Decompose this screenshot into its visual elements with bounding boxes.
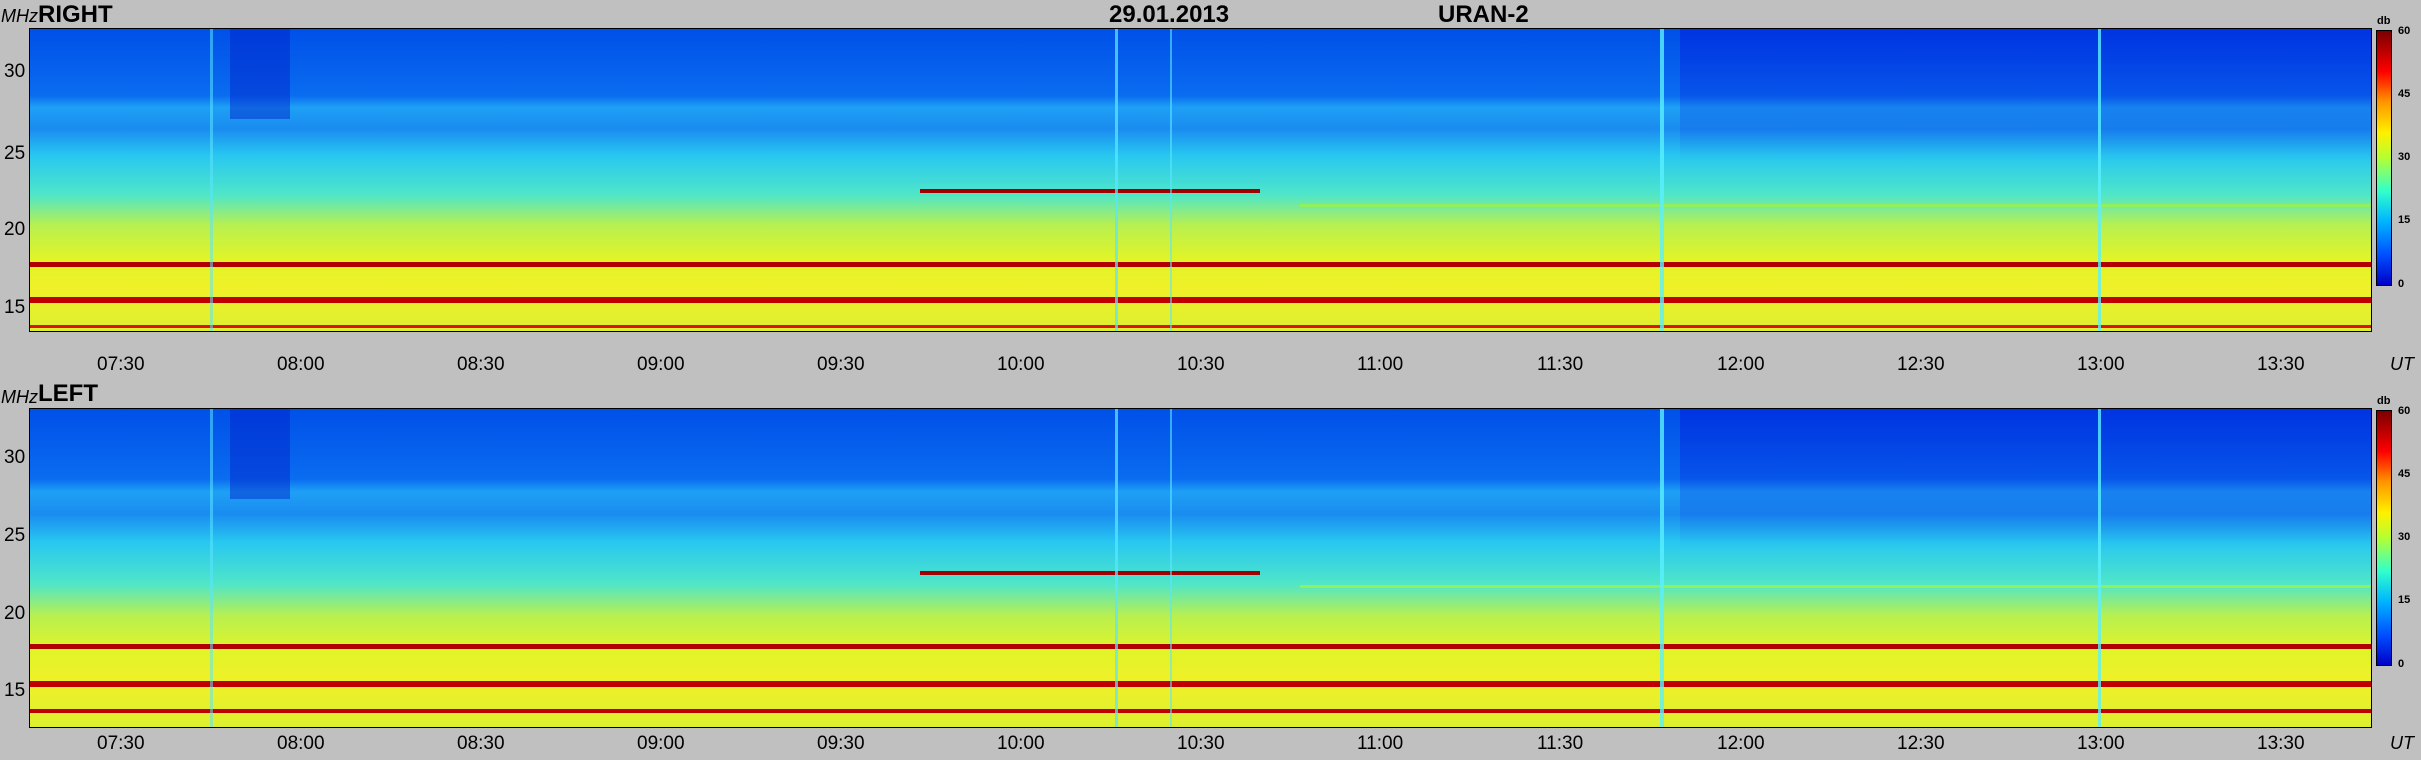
x-tick-right: 11:30 [1537,354,1584,375]
colorbar-tick-left: 60 [2398,405,2411,417]
x-tick-left: 09:30 [817,733,865,754]
y-tick-right: 30 [4,61,26,82]
y-tick-left: 30 [4,447,26,468]
burst-22-5mhz [920,571,1260,575]
vertical-burst [2098,409,2101,727]
x-tick-right: 11:00 [1357,354,1404,375]
x-tick-left: 12:00 [1717,733,1765,754]
interference-line-15-5mhz [30,297,2371,303]
colorbar-tick-right: 30 [2398,151,2411,163]
x-tick-left: 11:00 [1357,733,1404,754]
y-unit-right: MHz [1,6,38,26]
x-tick-left: 08:00 [277,733,325,754]
x-tick-left: 08:30 [457,733,505,754]
colorbar-tick-left: 15 [2398,594,2411,606]
y-tick-right: 25 [4,143,26,164]
x-tick-left: 09:00 [637,733,685,754]
colorbar-tick-right: 0 [2398,278,2405,290]
vertical-burst [1660,29,1664,331]
colorbar-tick-left: 0 [2398,658,2405,670]
x-tick-right: 12:00 [1717,354,1765,375]
cool-upper-right-region [1680,29,2371,164]
vertical-burst [1115,29,1118,331]
panel-label-left: LEFT [38,380,98,407]
vertical-burst [1170,409,1172,727]
y-tick-left: 25 [4,525,26,546]
x-tick-right: 12:30 [1897,354,1945,375]
x-tick-right: 10:30 [1177,354,1225,375]
x-tick-right: 08:30 [457,354,505,375]
x-tick-left: 13:30 [2257,733,2305,754]
x-tick-left: 07:30 [97,733,145,754]
colorbar-unit-right: db [2377,15,2391,27]
panel-label-right: RIGHT [38,1,113,28]
burst-22-5mhz [920,189,1260,193]
x-tick-left: 10:00 [997,733,1045,754]
x-tick-right: 07:30 [97,354,145,375]
colorbar-tick-right: 45 [2398,88,2411,100]
x-tick-right: 08:00 [277,354,325,375]
y-tick-left: 15 [4,680,26,701]
colorbar-tick-left: 30 [2398,531,2411,543]
vertical-burst [2098,29,2101,331]
interference-line-13-9mhz [30,325,2371,328]
colorbar-right [2376,30,2392,286]
x-unit-right: UT [2390,354,2414,374]
x-tick-left: 13:00 [2077,733,2125,754]
x-tick-right: 09:00 [637,354,685,375]
x-tick-right: 13:00 [2077,354,2125,375]
vertical-burst [1170,29,1172,331]
x-tick-right: 10:00 [997,354,1045,375]
spectrogram-left [29,408,2372,728]
spectrogram-right [29,28,2372,332]
interference-line-21-7mhz [1300,204,2371,207]
y-tick-right: 15 [4,297,26,318]
dark-column [230,409,290,499]
interference-line-15-5mhz [30,681,2371,687]
dark-column [230,29,290,119]
y-unit-left: MHz [1,387,38,407]
y-tick-right: 20 [4,219,26,240]
x-tick-right: 13:30 [2257,354,2305,375]
vertical-burst [210,409,213,727]
x-tick-left: 11:30 [1537,733,1584,754]
cool-upper-left-region [1680,409,2371,549]
colorbar-left [2376,410,2392,666]
chart-instrument: URAN-2 [1438,1,1529,28]
interference-line-17-8mhz [30,262,2371,267]
x-tick-left: 10:30 [1177,733,1225,754]
interference-line-13-9mhz [30,709,2371,713]
interference-line-21-7mhz [1300,585,2371,588]
vertical-burst [210,29,213,331]
colorbar-tick-right: 60 [2398,25,2411,37]
chart-date: 29.01.2013 [1109,1,1230,28]
x-unit-left: UT [2390,733,2414,753]
x-tick-right: 09:30 [817,354,865,375]
vertical-burst [1660,409,1664,727]
colorbar-tick-left: 45 [2398,468,2411,480]
y-tick-left: 20 [4,603,26,624]
colorbar-tick-right: 15 [2398,214,2411,226]
interference-line-17-8mhz [30,644,2371,649]
x-tick-left: 12:30 [1897,733,1945,754]
colorbar-unit-left: db [2377,395,2391,407]
vertical-burst [1115,409,1118,727]
